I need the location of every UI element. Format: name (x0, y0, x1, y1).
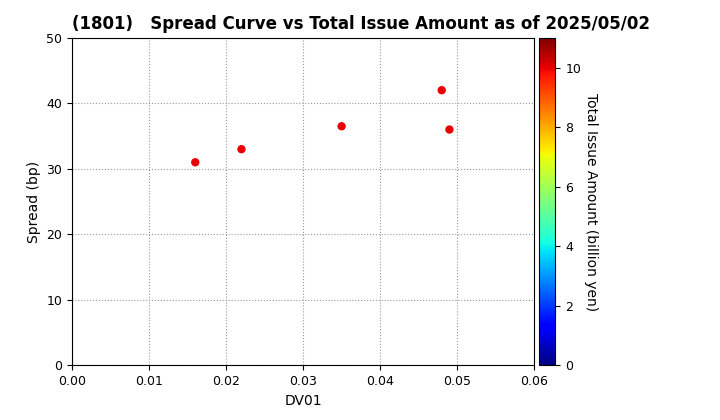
Point (444, 126, 455, 133)
Y-axis label: Total Issue Amount (billion yen): Total Issue Amount (billion yen) (584, 92, 598, 311)
Text: (1801)   Spread Curve vs Total Issue Amount as of 2025/05/02: (1801) Spread Curve vs Total Issue Amoun… (72, 16, 650, 34)
Point (235, 146, 247, 152)
Y-axis label: Spread (bp): Spread (bp) (27, 160, 41, 243)
X-axis label: DV01: DV01 (284, 394, 322, 408)
Point (189, 159, 201, 165)
Point (436, 87, 448, 94)
Point (336, 123, 347, 130)
